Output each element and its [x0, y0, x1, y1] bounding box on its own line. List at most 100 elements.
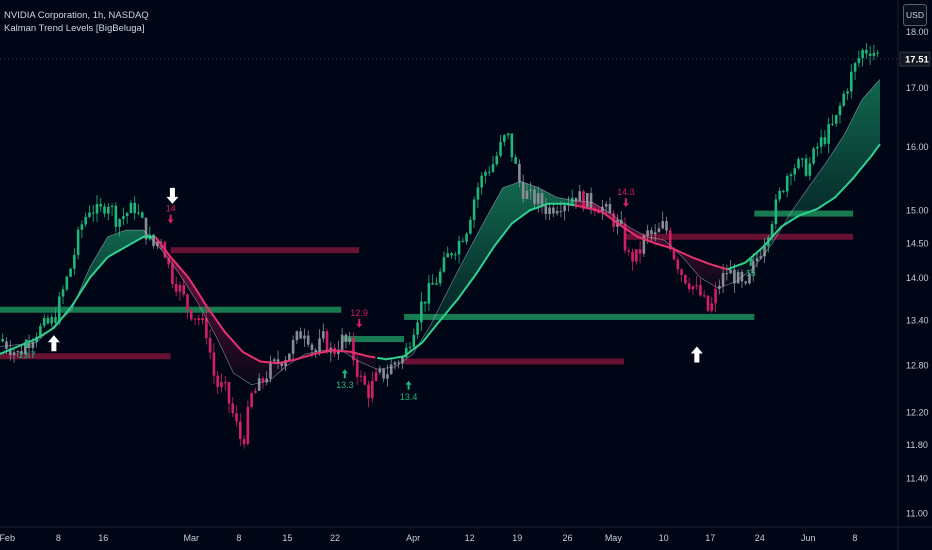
candle-body — [216, 375, 219, 388]
candle-body — [427, 283, 431, 304]
candle-body — [604, 204, 608, 207]
candle-body — [450, 253, 453, 256]
candle-body — [608, 204, 612, 214]
candle-body — [442, 257, 446, 272]
candle-body — [212, 352, 216, 376]
candle-body — [193, 318, 197, 320]
candle-body — [717, 285, 721, 289]
candle-body — [42, 318, 46, 326]
candle-body — [736, 272, 740, 284]
candle-body — [265, 378, 269, 383]
currency-button[interactable]: USD — [903, 4, 927, 26]
level-bear — [170, 247, 360, 254]
trend-ribbon-bull — [377, 181, 575, 370]
candle-body — [514, 157, 517, 164]
trend-ribbon-bear — [574, 200, 728, 289]
candle-body — [684, 275, 687, 284]
candle-body — [725, 273, 729, 275]
candle-body — [759, 256, 763, 259]
x-tick-label: 10 — [659, 533, 669, 543]
candle-body — [672, 248, 676, 260]
x-tick-label: Mar — [184, 533, 200, 543]
candle-body — [250, 393, 253, 407]
reversal-up-arrow — [47, 335, 60, 352]
x-tick-label: 12 — [465, 533, 475, 543]
level-bull — [404, 313, 755, 320]
x-tick-label: 8 — [852, 533, 857, 543]
candle-body — [461, 240, 465, 242]
candle-body — [834, 115, 838, 124]
candle-body — [563, 205, 566, 212]
candle-body — [540, 193, 544, 206]
signal-up-arrow — [23, 339, 30, 349]
candle-body — [340, 334, 344, 350]
candle-body — [774, 199, 778, 225]
candle-body — [220, 382, 223, 388]
candle-body — [465, 233, 468, 242]
candle-body — [133, 202, 136, 214]
candle-body — [785, 176, 789, 192]
candle-body — [318, 338, 321, 352]
candle-body — [299, 331, 302, 339]
candle-body — [676, 259, 680, 270]
candle-body — [876, 52, 880, 54]
candle-body — [438, 271, 442, 284]
candle-body — [140, 212, 144, 218]
candle-body — [16, 351, 20, 353]
candle-body — [423, 301, 427, 304]
candle-body — [480, 175, 483, 188]
candle-body — [295, 331, 299, 341]
candle-body — [363, 375, 367, 385]
candle-body — [404, 347, 408, 358]
candle-body — [525, 190, 529, 199]
candle-body — [865, 49, 868, 54]
candle-body — [39, 325, 42, 337]
candle-body — [125, 213, 129, 217]
candle-body — [665, 221, 668, 231]
candle-body — [167, 257, 170, 265]
candle-body — [733, 269, 736, 284]
reversal-up-arrow — [690, 346, 703, 363]
candle-body — [559, 210, 563, 212]
candle-body — [276, 359, 280, 364]
candle-body — [367, 384, 370, 399]
candle-body — [491, 164, 495, 172]
candle-body — [401, 357, 404, 364]
candle-body — [288, 353, 291, 360]
candle-body — [355, 360, 359, 377]
candle-body — [186, 294, 189, 310]
candle-body — [382, 368, 385, 379]
candle-body — [570, 197, 574, 204]
candle-body — [635, 249, 638, 262]
kalman-slow-line-bull — [727, 143, 881, 271]
candle-body — [272, 359, 276, 362]
candle-body — [231, 403, 235, 414]
candle-body — [137, 212, 140, 214]
candle-body — [544, 205, 548, 214]
y-tick-label: 11.00 — [906, 509, 928, 519]
candle-body — [20, 351, 23, 355]
candle-body — [242, 438, 246, 444]
candle-body — [420, 301, 423, 323]
candle-body — [503, 135, 506, 142]
candle-body — [823, 137, 827, 144]
candle-body — [321, 331, 325, 339]
candle-body — [182, 284, 186, 295]
candle-body — [69, 268, 72, 277]
candle-body — [842, 93, 846, 106]
candle-body — [699, 284, 702, 296]
candle-body — [850, 71, 853, 92]
candle-body — [106, 206, 110, 214]
candle-body — [638, 249, 642, 254]
level-bear — [404, 358, 625, 365]
candle-body — [627, 250, 631, 252]
candle-body — [589, 193, 593, 209]
candle-body — [118, 219, 121, 227]
candle-body — [585, 193, 589, 209]
candle-body — [280, 363, 284, 367]
candle-body — [710, 303, 714, 311]
candle-body — [76, 229, 80, 255]
candle-body — [284, 359, 287, 367]
